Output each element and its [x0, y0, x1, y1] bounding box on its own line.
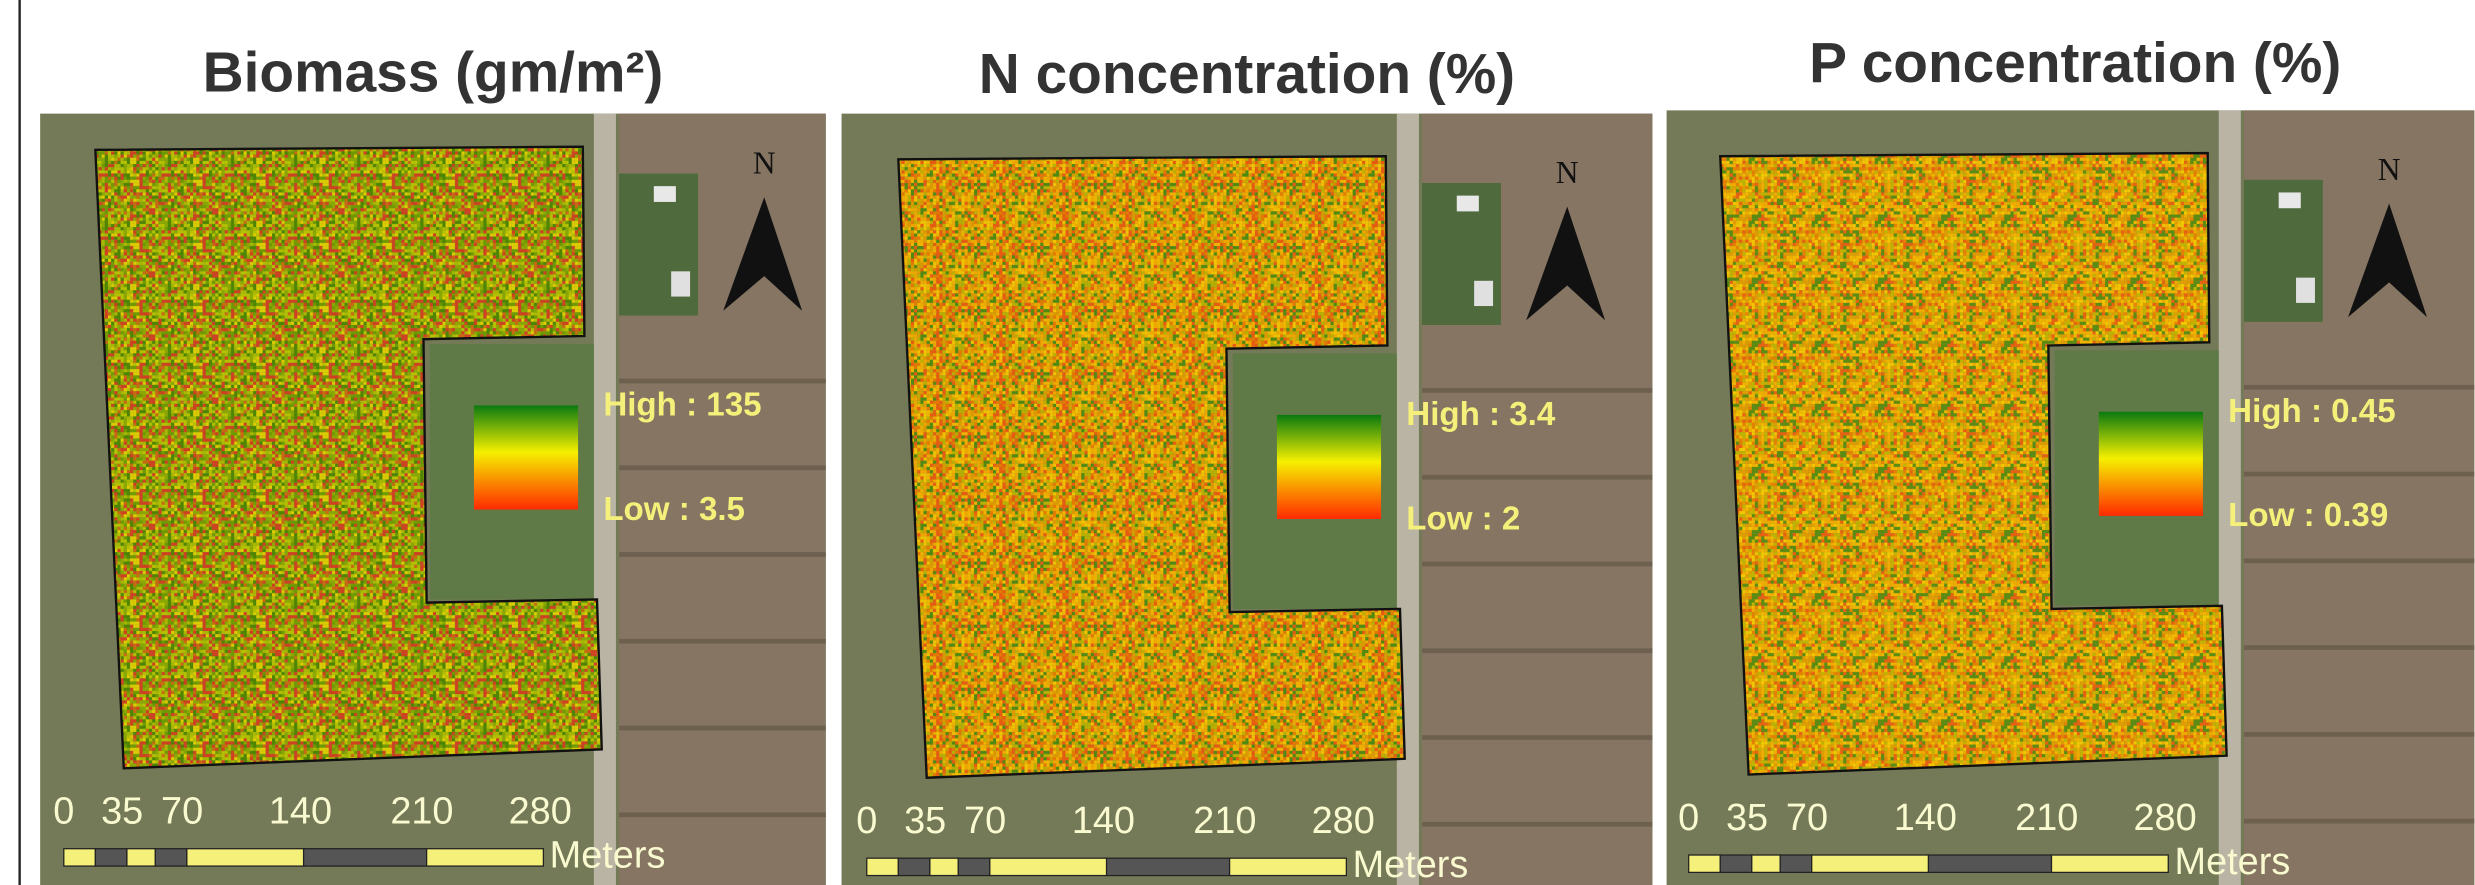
legend-high: High : 3.4: [1406, 396, 1556, 433]
scale-label: 70: [964, 800, 1006, 842]
field-stripe: [1422, 648, 1690, 653]
field-stripe: [2244, 385, 2475, 390]
field-stripe: [2244, 645, 2475, 650]
scale-unit: Meters: [1353, 844, 1469, 885]
panel-title: Biomass (gm/m²): [203, 41, 664, 104]
road: [594, 95, 616, 885]
legend-low: Low : 2: [1406, 500, 1520, 537]
scale-segment: [1812, 855, 1929, 872]
barn: [1474, 281, 1493, 306]
barn: [2296, 278, 2315, 303]
field-stripe: [1422, 822, 1690, 827]
scale-segment: [1107, 858, 1230, 875]
map: High : 0.45 Low : 0.39 N 0 35 70 140 210 280Mete…: [1626, 101, 2475, 885]
scale-label: 35: [101, 790, 143, 832]
scale-label: 280: [1312, 800, 1375, 842]
scale-segment: [304, 849, 427, 866]
scale-label: 210: [1193, 800, 1256, 842]
page: Biomass (gm/m²) High : 135 Low : 3.5 N 0 35 70…: [0, 0, 2475, 885]
panel-title: P concentration (%): [1809, 32, 2341, 95]
scale-segment: [427, 849, 544, 866]
scale-label: 70: [1786, 797, 1828, 839]
scale-segment: [1928, 855, 2051, 872]
house: [2279, 192, 2301, 208]
scale-segment: [187, 849, 304, 866]
legend-high: High : 135: [603, 387, 761, 424]
legend-high: High : 0.45: [2228, 393, 2395, 430]
scale-label: 280: [2134, 797, 2197, 839]
scale-label: 70: [161, 790, 203, 832]
field-stripe: [2244, 819, 2475, 824]
scale-label: 140: [1894, 797, 1957, 839]
scale-segment: [1720, 855, 1752, 872]
legend-ramp: [474, 405, 578, 509]
field-stripe: [2244, 472, 2475, 477]
scale-label: 210: [2015, 797, 2078, 839]
scale-label: 210: [390, 790, 453, 832]
barn: [671, 271, 690, 296]
panel-title: N concentration (%): [979, 43, 1515, 106]
scale-segment: [1689, 855, 1721, 872]
north-label: N: [2378, 152, 2401, 187]
scale-segment: [990, 858, 1107, 875]
legend-ramp: [2099, 412, 2203, 516]
field-stripe: [1422, 562, 1690, 567]
field-stripe: [1422, 475, 1690, 480]
legend-low: Low : 0.39: [2228, 497, 2388, 534]
scale-segment: [1780, 855, 1812, 872]
scale-segment: [1752, 855, 1780, 872]
field-stripe: [2244, 558, 2475, 563]
north-label: N: [753, 146, 776, 181]
scale-segment: [1230, 858, 1347, 875]
scale-label: 35: [1726, 797, 1768, 839]
road: [1397, 104, 1419, 885]
scale-segment: [64, 849, 96, 866]
map-panel: High : 0.45 Low : 0.39 N 0 35 70 140 210 280Mete…: [1626, 101, 2475, 885]
legend-low: Low : 3.5: [603, 491, 745, 528]
house: [1457, 196, 1479, 212]
scale-label: 35: [904, 800, 946, 842]
scale-label: 140: [269, 790, 332, 832]
scale-segment: [958, 858, 990, 875]
house: [654, 186, 676, 202]
scale-segment: [867, 858, 899, 875]
slide: Biomass (gm/m²) High : 135 Low : 3.5 N 0 35 70…: [0, 0, 2475, 885]
scale-label: 0: [856, 800, 877, 842]
scale-segment: [155, 849, 187, 866]
field-stripe: [1422, 735, 1690, 740]
scale-segment: [95, 849, 127, 866]
north-label: N: [1556, 155, 1579, 190]
scale-segment: [898, 858, 930, 875]
legend-ramp: [1277, 415, 1381, 519]
scale-unit: Meters: [550, 835, 666, 877]
scale-unit: Meters: [2175, 841, 2291, 883]
scale-segment: [127, 849, 155, 866]
scale-label: 280: [509, 790, 572, 832]
scale-segment: [2052, 855, 2169, 872]
field-stripe: [1422, 388, 1690, 393]
scale-label: 140: [1072, 800, 1135, 842]
scale-segment: [930, 858, 958, 875]
scale-label: 0: [1678, 797, 1699, 839]
scale-label: 0: [53, 790, 74, 832]
field-stripe: [2244, 732, 2475, 737]
road: [2219, 101, 2241, 885]
